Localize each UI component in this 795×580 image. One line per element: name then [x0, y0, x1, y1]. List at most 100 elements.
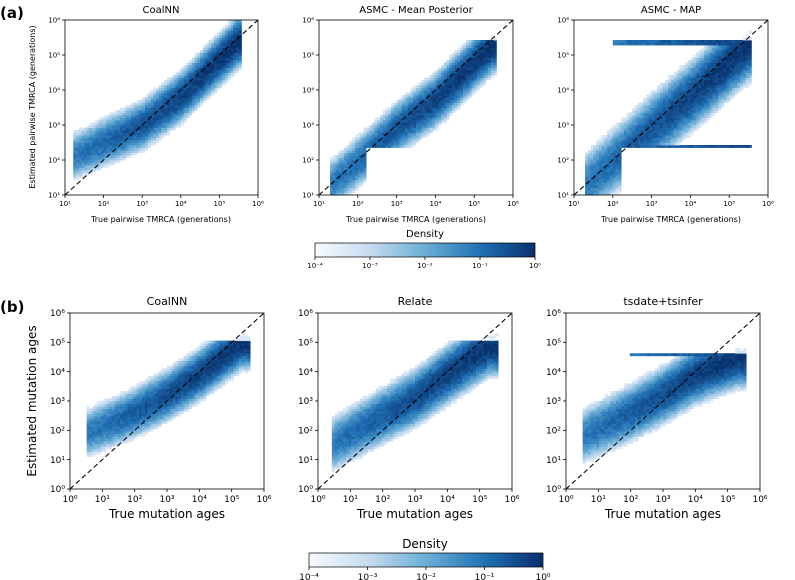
heatmap-cell	[726, 82, 730, 86]
heatmap-cell	[122, 395, 126, 399]
heatmap-cell	[427, 112, 431, 116]
heatmap-cell	[671, 130, 675, 133]
heatmap-cell	[468, 82, 472, 86]
heatmap-cell	[745, 65, 749, 68]
heatmap-cell	[465, 70, 470, 73]
heatmap-cell	[734, 145, 738, 148]
heatmap-cell	[153, 100, 157, 103]
heatmap-cell	[393, 127, 397, 131]
heatmap-cell	[122, 145, 127, 148]
heatmap-cell	[108, 438, 112, 442]
heatmap-cell	[360, 150, 364, 153]
heatmap-cell	[424, 92, 428, 96]
heatmap-cell	[357, 180, 361, 183]
heatmap-cell	[626, 142, 630, 146]
heatmap-cell	[379, 130, 384, 133]
heatmap-cell	[136, 107, 140, 111]
heatmap-cell	[230, 27, 234, 31]
heatmap-cell	[343, 157, 348, 161]
heatmap-cell	[205, 85, 209, 88]
heatmap-cell	[404, 112, 409, 116]
heatmap-cell	[164, 80, 168, 83]
heatmap-cell	[349, 157, 353, 161]
heatmap-cell	[238, 52, 242, 56]
heatmap-cell	[743, 70, 747, 73]
heatmap-cell	[435, 127, 439, 131]
heatmap-cell	[355, 162, 359, 166]
heatmap-cell	[233, 50, 237, 53]
heatmap-cell	[106, 115, 110, 118]
heatmap-cell	[651, 102, 655, 106]
heatmap-cell	[130, 388, 135, 392]
heatmap-cell	[189, 70, 193, 73]
heatmap-cell	[153, 117, 157, 121]
heatmap-cell	[737, 77, 741, 81]
heatmap-cell	[155, 421, 160, 425]
heatmap-cell	[471, 47, 475, 51]
heatmap-cell	[330, 165, 334, 168]
heatmap-cell	[153, 127, 157, 131]
heatmap-cell	[222, 77, 226, 81]
heatmap-cell	[460, 100, 464, 103]
heatmap-cell	[587, 177, 592, 181]
heatmap-cell	[648, 102, 652, 106]
heatmap-cell	[133, 393, 137, 397]
heatmap-cell	[446, 65, 450, 68]
heatmap-cell	[482, 65, 486, 68]
heatmap-cell	[465, 45, 470, 48]
heatmap-cell	[601, 167, 605, 171]
heatmap-cell	[726, 52, 730, 56]
heatmap-cell	[690, 127, 694, 131]
heatmap-cell	[720, 95, 725, 98]
heatmap-cell	[382, 120, 386, 123]
heatmap-cell	[468, 65, 472, 68]
heatmap-cell	[155, 388, 160, 392]
heatmap-cell	[704, 85, 708, 88]
heatmap-cell	[167, 373, 171, 377]
heatmap-cell	[726, 55, 730, 58]
heatmap-cell	[471, 55, 475, 58]
heatmap-cell	[590, 157, 594, 161]
heatmap-cell	[189, 102, 193, 106]
heatmap-cell	[167, 112, 171, 116]
heatmap-cell	[488, 62, 492, 66]
heatmap-cell	[76, 152, 80, 156]
heatmap-cell	[186, 406, 190, 409]
heatmap-cell	[178, 85, 182, 88]
heatmap-cell	[379, 122, 384, 126]
heatmap-cell	[684, 82, 689, 86]
heatmap-cell	[222, 75, 226, 78]
heatmap-cell	[734, 62, 738, 66]
heatmap-cell	[189, 100, 193, 103]
heatmap-cell	[338, 170, 342, 173]
heatmap-cell	[216, 55, 220, 58]
heatmap-cell	[610, 175, 614, 178]
heatmap-cell	[665, 132, 669, 136]
heatmap-cell	[695, 57, 700, 61]
heatmap-cell	[476, 82, 481, 86]
heatmap-cell	[399, 137, 403, 141]
heatmap-cell	[167, 385, 171, 389]
heatmap-cell	[147, 418, 151, 422]
heatmap-cell	[178, 406, 182, 409]
heatmap-cell	[657, 40, 661, 43]
heatmap-cell	[424, 125, 428, 128]
heatmap-cell	[164, 378, 168, 382]
heatmap-cell	[598, 155, 603, 158]
subplot-coalnn-mutation: CoalNN 10⁰ 10¹ 10² 10³ 10⁴ 10⁵ 10⁶10⁰10¹10²10³…	[25, 295, 272, 521]
heatmap-cell	[114, 416, 118, 419]
heatmap-cell	[707, 87, 711, 91]
heatmap-cell	[629, 117, 633, 121]
heatmap-cell	[399, 115, 403, 118]
heatmap-cell	[596, 185, 600, 188]
heatmap-cell	[92, 411, 96, 414]
heatmap-cell	[211, 92, 215, 96]
heatmap-cell	[748, 30, 752, 33]
heatmap-cell	[607, 147, 611, 151]
heatmap-cell	[632, 110, 636, 113]
heatmap-cell	[452, 70, 456, 73]
heatmap-cell	[161, 418, 165, 422]
heatmap-cell	[668, 87, 672, 91]
heatmap-cell	[125, 398, 129, 402]
heatmap-cell	[726, 92, 730, 96]
